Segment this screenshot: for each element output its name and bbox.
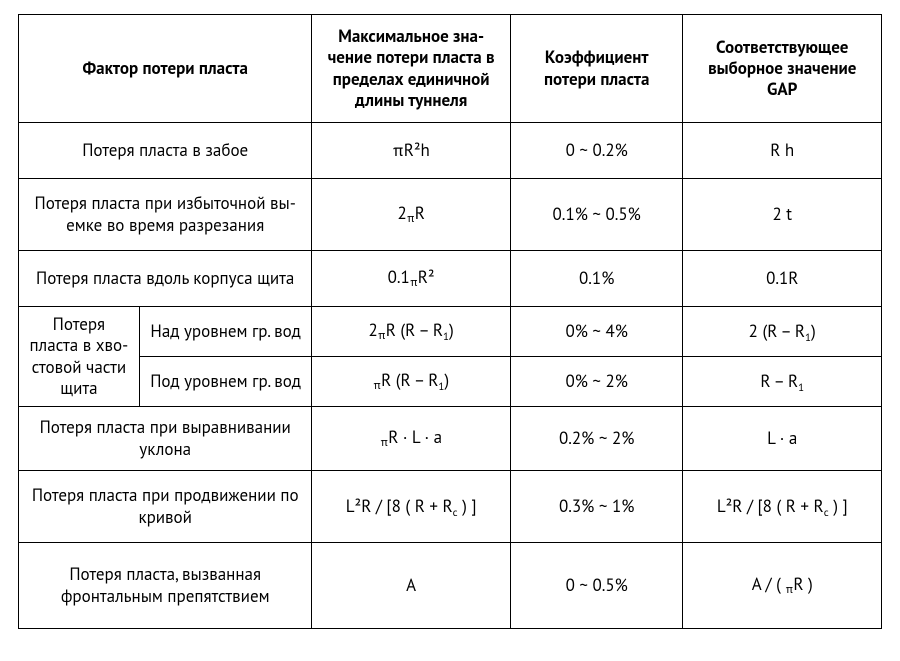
cell-factor: Потеря пласта при продвижении по кривой <box>19 471 312 543</box>
cell-coefficient: 0.1% <box>510 251 683 307</box>
cell-factor: Потеря пласта, вызванная фронтальным пре… <box>19 543 312 629</box>
col-header-max-value: Максимальное зна­чение потери пласта в п… <box>312 15 510 123</box>
table-row: Под уровнем гр. вод πR (R – R1) 0% ~ 2% … <box>19 357 882 407</box>
cell-max-value: πR²h <box>312 123 510 179</box>
cell-max-value: 0.1πR² <box>312 251 510 307</box>
cell-coefficient: 0% ~ 2% <box>510 357 683 407</box>
col-header-coefficient: Коэффициент потери пласта <box>510 15 683 123</box>
cell-gap: L²R / [8 ( R + Rc ) ] <box>683 471 882 543</box>
cell-coefficient: 0% ~ 4% <box>510 307 683 357</box>
cell-max-value: 2πR <box>312 179 510 251</box>
ground-loss-table: Фактор потери пласта Максимальное зна­че… <box>18 14 882 629</box>
cell-factor-sub: Над уровнем гр. вод <box>139 307 312 357</box>
cell-max-value: 2πR (R – R1) <box>312 307 510 357</box>
cell-factor-group: Потеря пласта в хво­стовой части щита <box>19 307 140 407</box>
table-header-row: Фактор потери пласта Максимальное зна­че… <box>19 15 882 123</box>
table-row: Потеря пласта при выравнивании уклона πR… <box>19 407 882 471</box>
cell-coefficient: 0 ~ 0.2% <box>510 123 683 179</box>
cell-gap: A / ( πR ) <box>683 543 882 629</box>
table-row: Потеря пласта при избыточной вы­емке во … <box>19 179 882 251</box>
table-row: Потеря пласта в забое πR²h 0 ~ 0.2% R h <box>19 123 882 179</box>
cell-factor: Потеря пласта вдоль корпуса щита <box>19 251 312 307</box>
cell-factor: Потеря пласта в забое <box>19 123 312 179</box>
col-header-gap: Соответствующее выборное значе­ние GAP <box>683 15 882 123</box>
table-row: Потеря пласта при продвижении по кривой … <box>19 471 882 543</box>
cell-factor: Потеря пласта при избыточной вы­емке во … <box>19 179 312 251</box>
cell-gap: R h <box>683 123 882 179</box>
cell-gap: 2 t <box>683 179 882 251</box>
cell-max-value: πR (R – R1) <box>312 357 510 407</box>
cell-gap: R – R1 <box>683 357 882 407</box>
cell-gap: 0.1R <box>683 251 882 307</box>
cell-factor: Потеря пласта при выравнивании уклона <box>19 407 312 471</box>
cell-max-value: πR · L · a <box>312 407 510 471</box>
col-header-factor: Фактор потери пласта <box>19 15 312 123</box>
cell-max-value: L²R / [8 ( R + Rc ) ] <box>312 471 510 543</box>
cell-max-value: A <box>312 543 510 629</box>
cell-coefficient: 0 ~ 0.5% <box>510 543 683 629</box>
cell-coefficient: 0.1% ~ 0.5% <box>510 179 683 251</box>
cell-coefficient: 0.3% ~ 1% <box>510 471 683 543</box>
table-row: Потеря пласта вдоль корпуса щита 0.1πR² … <box>19 251 882 307</box>
cell-gap: 2 (R – R1) <box>683 307 882 357</box>
cell-factor-sub: Под уровнем гр. вод <box>139 357 312 407</box>
table-row: Потеря пласта, вызванная фронтальным пре… <box>19 543 882 629</box>
cell-coefficient: 0.2% ~ 2% <box>510 407 683 471</box>
cell-gap: L · a <box>683 407 882 471</box>
table-row: Потеря пласта в хво­стовой части щита На… <box>19 307 882 357</box>
